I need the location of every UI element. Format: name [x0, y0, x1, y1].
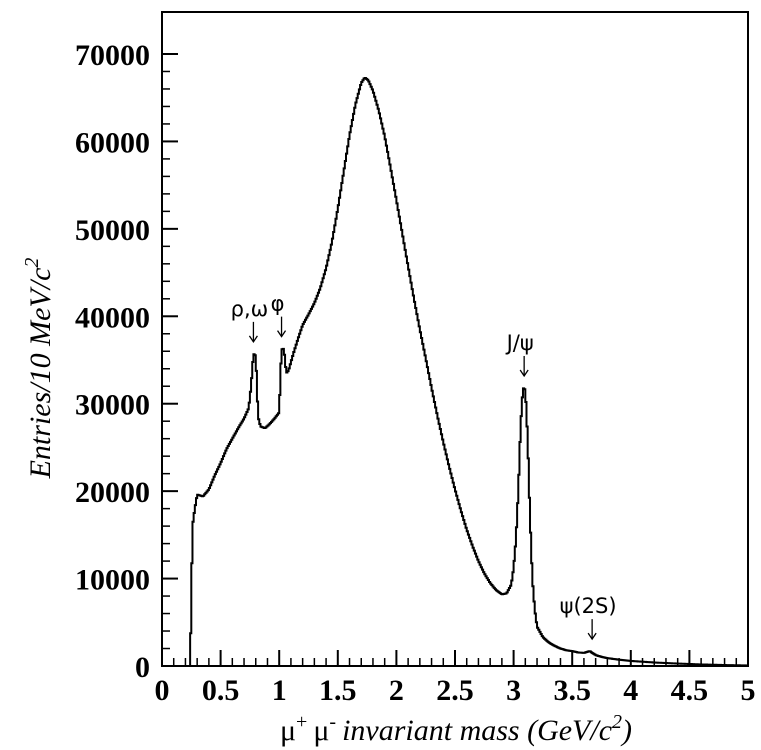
- x-tick-label: 0: [155, 674, 170, 707]
- y-tick-label: 30000: [75, 389, 150, 422]
- annotation-label: φ: [271, 292, 285, 316]
- y-tick-label: 20000: [75, 476, 150, 509]
- x-axis: 0 0.5 1 1.5 2 2.5 3 3.5 4 4.5 5: [155, 650, 756, 707]
- y-tick-label: 50000: [75, 214, 150, 247]
- annotation-label: ψ(2S): [560, 594, 617, 618]
- annotation-arrow-head: [248, 335, 258, 344]
- x-tick-label: 0.5: [202, 674, 240, 707]
- x-tick-label: 2: [389, 674, 404, 707]
- annotation-arrow-head: [587, 632, 597, 641]
- y-tick-label: 0: [135, 651, 150, 684]
- y-axis-title: Entries/10 MeV/c2: [21, 258, 57, 480]
- x-tick-label: 1.5: [319, 674, 357, 707]
- annotation-label: ρ,ω: [231, 297, 269, 321]
- x-tick-label: 3: [506, 674, 521, 707]
- annotation-label: J/ψ: [505, 331, 534, 355]
- y-tick-label: 70000: [75, 39, 150, 72]
- x-tick-label: 4.5: [671, 674, 709, 707]
- x-tick-label: 3.5: [553, 674, 591, 707]
- annotation-arrow-head: [277, 330, 287, 338]
- y-tick-label: 10000: [75, 564, 150, 597]
- x-tick-label: 1: [272, 674, 287, 707]
- x-axis-title: μ+ μ-invariant mass (GeV/c2): [280, 711, 632, 747]
- y-tick-label: 40000: [75, 301, 150, 334]
- y-axis: 0 10000 20000 30000 40000 50000 60000 70000: [75, 39, 178, 684]
- y-tick-label: 60000: [75, 126, 150, 159]
- x-tick-label: 5: [741, 674, 756, 707]
- x-tick-label: 4: [623, 674, 638, 707]
- histogram-line: [189, 77, 748, 667]
- annotation-arrow-head: [519, 369, 529, 378]
- plot-frame: [161, 11, 749, 667]
- x-tick-label: 2.5: [436, 674, 474, 707]
- peak-annotations: ρ,ω φ J/ψ ψ(2S): [231, 292, 617, 641]
